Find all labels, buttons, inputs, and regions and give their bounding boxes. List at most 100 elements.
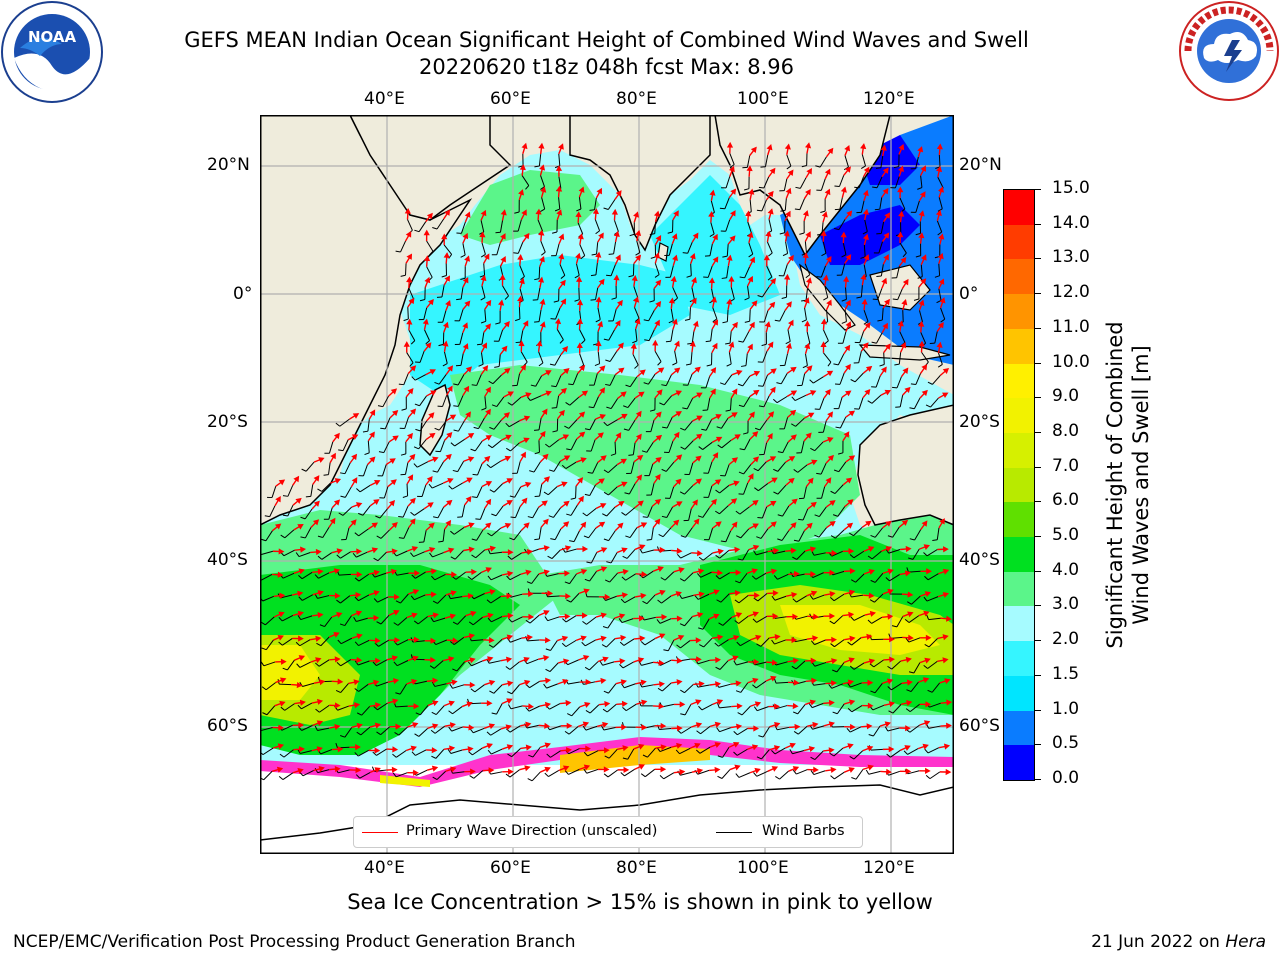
wind-barb — [493, 684, 503, 694]
wind-barb — [909, 724, 920, 733]
wind-barb — [344, 615, 352, 626]
wave-arrow-head — [638, 615, 645, 622]
wind-barb — [834, 771, 845, 780]
colorbar-band — [1004, 537, 1034, 572]
wind-barb-flag — [850, 616, 855, 621]
wind-barb — [719, 550, 730, 559]
wind-barb-flag — [865, 769, 870, 775]
wave-arrow-head — [488, 723, 496, 730]
wave-arrow-head — [868, 658, 876, 665]
wind-barb — [502, 285, 509, 297]
wind-barb-flag — [336, 599, 341, 604]
wind-barb — [471, 571, 482, 580]
wave-arrow-head — [538, 142, 545, 149]
wind-barb — [626, 549, 636, 559]
wind-barb — [499, 220, 504, 233]
wind-barb — [551, 549, 561, 559]
wave-arrow-head — [617, 522, 624, 529]
wave-arrow-head — [540, 186, 547, 193]
wind-barb-flag — [380, 427, 386, 430]
wind-barb-flag — [799, 232, 805, 235]
wind-barb-flag — [685, 363, 692, 366]
wind-barb — [287, 504, 294, 517]
wave-arrow-head — [938, 233, 945, 240]
wind-barb — [318, 572, 330, 579]
wind-barb — [777, 573, 789, 580]
wind-barb-flag — [478, 363, 484, 367]
wave-arrow-head — [884, 721, 892, 728]
wind-barb — [792, 750, 805, 755]
wave-arrow-head — [469, 657, 476, 664]
wave-arrow-head — [467, 456, 475, 463]
wave-arrow-head — [672, 254, 678, 261]
wind-barb — [460, 287, 464, 300]
wind-barb — [636, 240, 641, 253]
wind-barb-flag — [507, 402, 513, 406]
wind-barb — [908, 637, 921, 643]
wind-barb-flag — [870, 690, 876, 694]
wave-arrow-head — [791, 498, 798, 505]
wave-arrow-head — [316, 746, 323, 753]
wind-barb — [756, 551, 768, 556]
wind-barb-flag — [719, 207, 725, 210]
wave-arrow-head — [830, 766, 837, 774]
wind-barb-flag — [540, 251, 546, 256]
wind-barb-flag — [603, 773, 609, 778]
wind-barb — [610, 264, 616, 276]
wave-arrow-head — [541, 408, 548, 415]
wave-arrow-head — [767, 341, 774, 348]
wind-barb-flag — [470, 688, 476, 693]
wave-arrow-head — [275, 495, 281, 503]
wave-arrow-head — [791, 591, 798, 599]
wave-arrow-head — [715, 681, 722, 688]
wave-arrow-head — [889, 656, 895, 663]
wind-barb — [575, 263, 580, 276]
lon-tick-bottom: 100°E — [737, 858, 789, 878]
wind-barb-flag — [753, 597, 759, 602]
wind-barb-flag — [791, 423, 796, 427]
wave-arrow-head — [715, 436, 723, 443]
wind-barb — [539, 484, 543, 497]
wave-arrow-head — [846, 210, 853, 217]
wave-arrow-head — [820, 341, 827, 348]
wave-arrow-head — [371, 547, 379, 554]
wave-arrow-head — [479, 231, 486, 238]
wind-barb — [553, 460, 561, 472]
wind-barb — [517, 242, 524, 254]
wind-barb — [871, 550, 882, 560]
wind-barb-flag — [432, 600, 438, 604]
wind-barb — [585, 725, 598, 731]
wave-arrow-head — [391, 548, 398, 555]
wind-barb-flag — [448, 710, 453, 715]
wind-barb-flag — [851, 777, 857, 780]
wind-barb — [473, 770, 484, 779]
colorbar-tick-label: 9.0 — [1052, 386, 1080, 407]
wave-arrow-head — [655, 301, 662, 308]
wind-barb-flag — [429, 552, 433, 558]
wind-barb — [661, 682, 672, 692]
wind-barb-flag — [773, 575, 778, 580]
wind-barb — [320, 636, 330, 647]
wave-arrow-head — [710, 388, 716, 395]
wind-barb — [680, 726, 692, 734]
wave-arrow-head — [278, 479, 286, 486]
wind-barb-flag — [684, 318, 691, 321]
wave-arrow-head — [582, 612, 588, 619]
wind-barb-flag — [450, 556, 456, 560]
wind-barb — [779, 310, 786, 322]
wave-arrow-head — [641, 571, 648, 578]
wind-barb-flag — [364, 452, 370, 456]
wind-barb-flag — [567, 713, 572, 717]
wind-barb-flag — [548, 515, 554, 518]
wave-arrow-head — [752, 677, 759, 684]
australia-landmass — [857, 404, 954, 526]
wave-arrow-head — [635, 254, 642, 262]
wind-barb — [774, 616, 787, 619]
wave-arrow-head — [350, 519, 357, 526]
wave-arrow-head — [603, 747, 610, 754]
wind-barb-flag — [583, 768, 588, 774]
wave-arrow-head — [670, 275, 677, 283]
wave-arrow-head — [564, 613, 571, 620]
wave-arrow-head — [317, 590, 324, 597]
wind-barb-flag — [777, 451, 783, 454]
